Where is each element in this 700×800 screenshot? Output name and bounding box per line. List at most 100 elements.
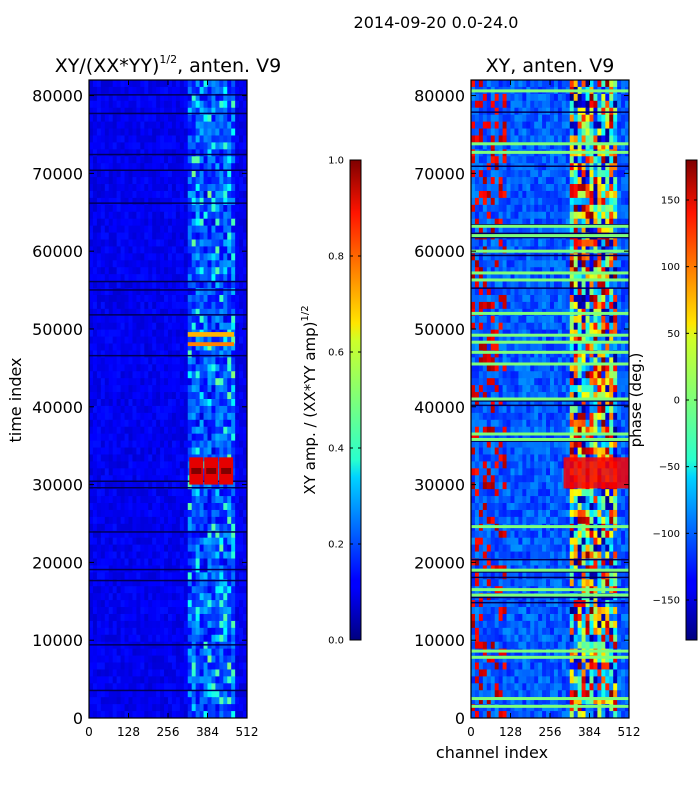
phase-heatmap-cell [478, 100, 484, 109]
amplitude-heatmap-cell [140, 350, 145, 358]
amplitude-heatmap-cell [116, 683, 122, 691]
amplitude-heatmap-cell [183, 648, 189, 657]
phase-heatmap-cell [561, 128, 567, 137]
amplitude-heatmap-cell [120, 274, 126, 282]
phase-heatmap-cell [553, 274, 559, 282]
amplitude-heatmap-cell [199, 579, 205, 587]
amplitude-heatmap-cell [104, 503, 110, 511]
amplitude-heatmap-cell [132, 301, 137, 310]
amplitude-heatmap-cell [191, 704, 197, 712]
amplitude-heatmap-cell [136, 267, 141, 275]
amplitude-heatmap-cell [144, 593, 149, 601]
amplitude-heatmap-cell [207, 80, 213, 88]
phase-heatmap-cell [569, 253, 575, 261]
amplitude-heatmap-cell [92, 579, 98, 587]
phase-heatmap-cell [530, 114, 535, 123]
amplitude-heatmap-cell [89, 184, 94, 192]
amplitude-heatmap-cell [108, 711, 114, 718]
amplitude-heatmap-cell [183, 142, 189, 150]
amplitude-heatmap-cell [179, 593, 185, 601]
amplitude-heatmap-cell [148, 447, 153, 456]
amplitude-heatmap-cell [140, 648, 145, 657]
amplitude-heatmap-cell [191, 357, 197, 365]
phase-heatmap-cell [617, 260, 622, 268]
amplitude-heatmap-cell [199, 184, 205, 192]
amplitude-heatmap-cell [108, 676, 114, 684]
amplitude-heatmap-cell [243, 177, 247, 185]
amplitude-heatmap-cell [120, 523, 126, 532]
amplitude-heatmap-cell [152, 704, 157, 712]
amplitude-heatmap-cell [120, 211, 126, 220]
amplitude-heatmap-cell [207, 274, 213, 282]
amplitude-heatmap-cell [108, 343, 114, 352]
phase-heatmap-cell [522, 253, 527, 261]
amplitude-heatmap-cell [92, 232, 98, 241]
phase-heatmap-cell [498, 218, 504, 227]
amplitude-heatmap-cell [223, 308, 228, 317]
amplitude-heatmap-cell [89, 537, 94, 546]
amplitude-heatmap-cell [89, 336, 94, 345]
amplitude-heatmap-cell [211, 371, 216, 379]
phase-heatmap-cell [621, 100, 626, 109]
phase-heatmap-cell [613, 93, 618, 102]
amplitude-heatmap-cell [187, 239, 193, 248]
amplitude-heatmap-cell [207, 509, 213, 518]
amplitude-heatmap-cell [231, 301, 236, 310]
phase-heatmap-cell [621, 128, 626, 137]
phase-heatmap-cell [613, 239, 618, 248]
amplitude-heatmap-cell [191, 225, 197, 234]
phase-heatmap-cell [490, 170, 496, 178]
amplitude-heatmap-cell [203, 322, 209, 331]
amplitude-heatmap-cell [243, 308, 247, 317]
amplitude-heatmap-cell [187, 211, 193, 220]
amplitude-heatmap-cell [124, 475, 130, 483]
amplitude-heatmap-cell [243, 461, 247, 469]
amplitude-heatmap-cell [175, 468, 181, 476]
amplitude-heatmap-cell [96, 135, 102, 144]
amplitude-heatmap-cell [136, 135, 141, 144]
amplitude-heatmap-cell [219, 544, 224, 553]
amplitude-heatmap-cell [191, 440, 197, 449]
amplitude-heatmap-cell [187, 669, 193, 677]
amplitude-heatmap-cell [171, 482, 177, 490]
phase-heatmap-cell [621, 121, 626, 130]
amplitude-heatmap-cell [175, 620, 181, 629]
amplitude-heatmap-cell [199, 482, 205, 490]
amplitude-heatmap-cell [152, 454, 157, 463]
amplitude-heatmap-cell [191, 711, 197, 718]
amplitude-heatmap-cell [199, 350, 205, 358]
amplitude-heatmap-cell [203, 530, 209, 539]
phase-heatmap-cell [577, 274, 583, 282]
amplitude-heatmap-cell [96, 440, 102, 449]
amplitude-heatmap-cell [89, 301, 94, 310]
amplitude-heatmap-cell [243, 343, 247, 352]
amplitude-heatmap-cell [219, 274, 224, 282]
amplitude-heatmap-cell [100, 225, 106, 234]
phase-heatmap-cell [538, 80, 543, 88]
phase-heatmap-cell [530, 170, 535, 178]
amplitude-heatmap-cell [100, 211, 106, 220]
amplitude-heatmap-cell [219, 253, 224, 261]
amplitude-heatmap-cell [136, 371, 141, 379]
phase-heatmap-cell [605, 128, 610, 137]
amplitude-heatmap-cell [211, 253, 216, 261]
phase-heatmap-cell [553, 190, 559, 199]
amplitude-heatmap-cell [89, 496, 94, 504]
amplitude-heatmap-cell [219, 163, 224, 171]
amplitude-heatmap-cell [195, 523, 201, 532]
amplitude-heatmap-cell [183, 433, 189, 442]
amplitude-heatmap-cell [168, 530, 173, 539]
amplitude-heatmap-cell [191, 343, 197, 352]
amplitude-heatmap-cell [239, 80, 244, 88]
amplitude-heatmap-cell [156, 489, 161, 497]
amplitude-heatmap-cell [128, 620, 134, 629]
amplitude-heatmap-cell [235, 468, 240, 476]
amplitude-heatmap-cell [187, 704, 193, 712]
amplitude-heatmap-cell [132, 412, 137, 421]
amplitude-heatmap-cell [219, 336, 224, 345]
amplitude-heatmap-cell [144, 419, 149, 428]
amplitude-heatmap-cell [136, 711, 141, 718]
amplitude-heatmap-cell [243, 412, 247, 421]
phase-heatmap-cell [577, 114, 583, 123]
amplitude-heatmap-cell [152, 558, 157, 567]
